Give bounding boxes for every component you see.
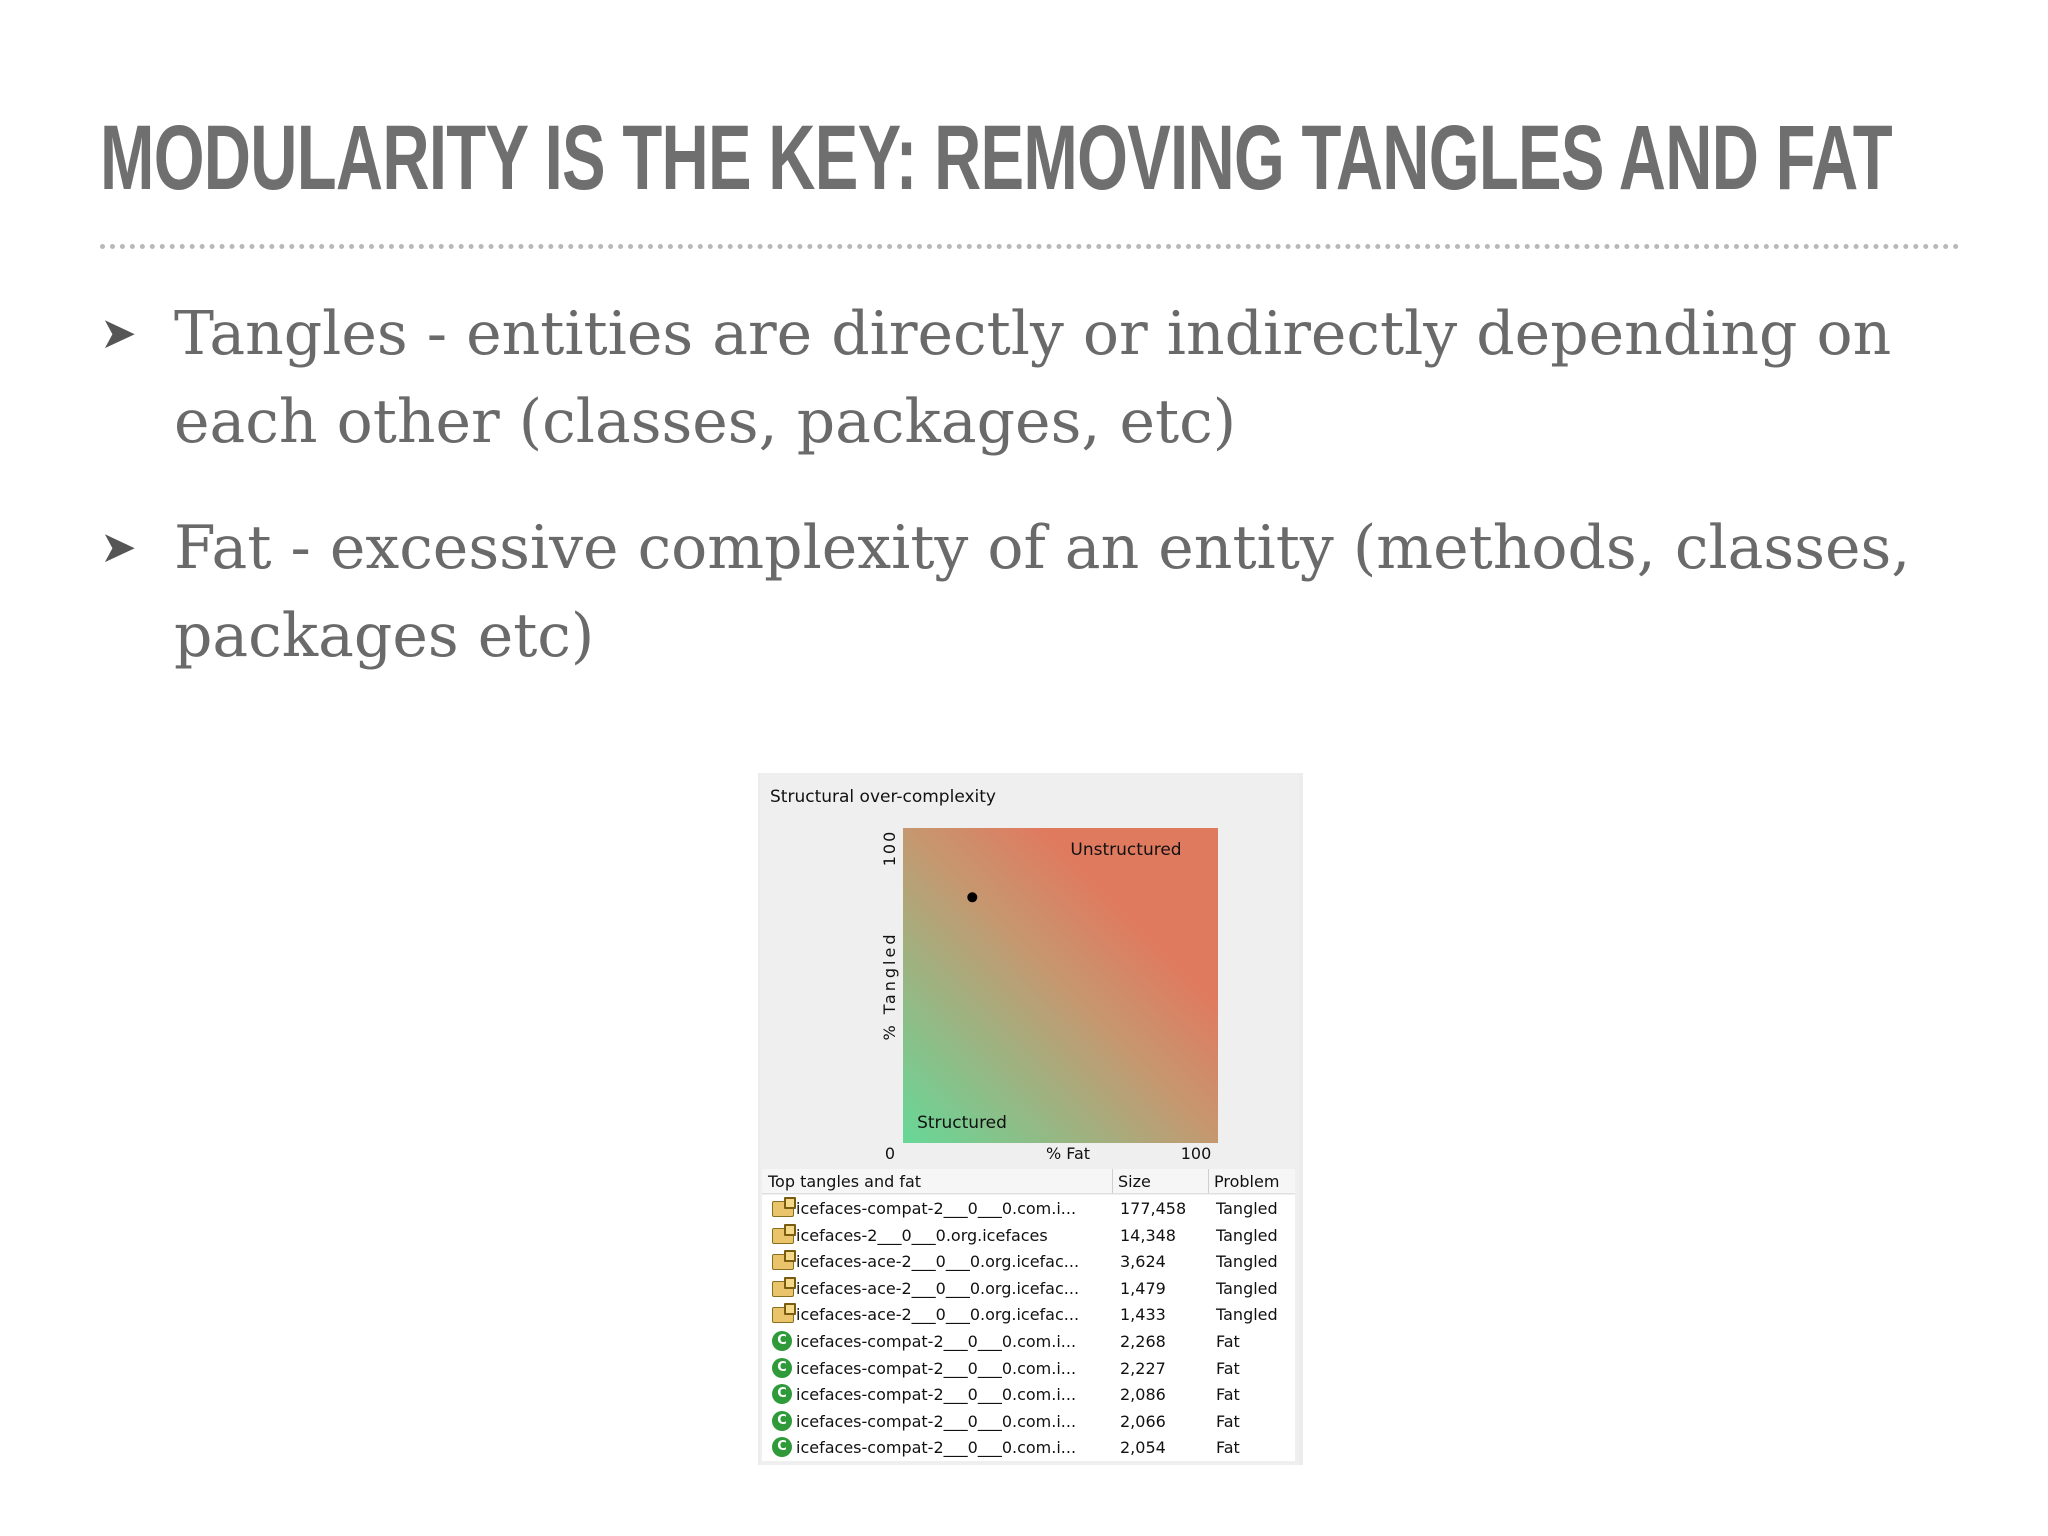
bullet-fat: ➤ Fat - excessive complexity of an entit… [100, 504, 1980, 680]
row-size: 2,268 [1120, 1331, 1166, 1351]
table-header: Top tangles and fat Size Problem [762, 1169, 1295, 1194]
class-icon: C [772, 1357, 794, 1378]
row-size: 14,348 [1120, 1225, 1176, 1245]
bullet-text: Tangles - entities are directly or indir… [174, 299, 1892, 457]
row-problem: Fat [1216, 1438, 1240, 1458]
row-size: 2,227 [1120, 1358, 1166, 1378]
bullet-arrow-icon: ➤ [100, 522, 137, 573]
row-name: icefaces-ace-2___0___0.org.icefac... [796, 1305, 1080, 1325]
class-icon-glyph: C [772, 1330, 792, 1351]
row-name: icefaces-2___0___0.org.icefaces [796, 1225, 1048, 1245]
row-size: 3,624 [1120, 1252, 1166, 1272]
row-name: icefaces-compat-2___0___0.com.i... [796, 1199, 1077, 1218]
header-name[interactable]: Top tangles and fat [768, 1172, 922, 1191]
row-problem: Fat [1216, 1358, 1240, 1378]
table-row[interactable]: icefaces-ace-2___0___0.org.icefac... 1,47… [762, 1275, 1295, 1302]
table-row[interactable]: icefaces-compat-2___0___0.com.i... 177,45… [762, 1195, 1295, 1222]
package-tangle-icon [772, 1250, 796, 1271]
row-problem: Fat [1216, 1331, 1240, 1351]
class-icon-glyph: C [772, 1437, 792, 1458]
bullet-tangles: ➤ Tangles - entities are directly or ind… [100, 290, 1980, 466]
row-problem: Tangled [1216, 1278, 1278, 1298]
row-name: icefaces-compat-2___0___0.com.i... [796, 1331, 1077, 1351]
structured-label: Structured [917, 1113, 1007, 1133]
row-size: 1,433 [1120, 1305, 1166, 1325]
header-size[interactable]: Size [1118, 1172, 1151, 1191]
y-max-tick: 100 [880, 830, 899, 867]
row-size: 2,066 [1120, 1411, 1166, 1431]
row-problem: Fat [1216, 1411, 1240, 1431]
x-min-tick: 0 [885, 1144, 895, 1163]
row-problem: Tangled [1216, 1305, 1278, 1325]
class-icon: C [772, 1384, 794, 1405]
table-row[interactable]: icefaces-2___0___0.org.icefaces 14,348 Tan… [762, 1222, 1295, 1249]
bullet-arrow-icon: ➤ [100, 308, 137, 359]
package-tangle-icon [772, 1276, 796, 1298]
chart-plot-area [903, 828, 1218, 1143]
row-size: 2,086 [1120, 1385, 1166, 1405]
unstructured-label: Unstructured [1070, 840, 1181, 860]
class-icon: C [772, 1330, 794, 1351]
x-axis-label: % Fat [1046, 1144, 1090, 1163]
class-icon: C [772, 1410, 794, 1431]
bullet-list: ➤ Tangles - entities are directly or ind… [100, 290, 1980, 718]
slide-title: MODULARITY IS THE KEY: REMOVING TANGLES … [100, 107, 1893, 209]
row-name: icefaces-compat-2___0___0.com.i... [796, 1438, 1077, 1458]
class-icon-glyph: C [772, 1410, 792, 1431]
row-size: 177,458 [1120, 1199, 1187, 1218]
bullet-text: Fat - excessive complexity of an entity … [174, 513, 1911, 671]
row-problem: Tangled [1216, 1199, 1278, 1218]
row-name: icefaces-compat-2___0___0.com.i... [796, 1358, 1077, 1378]
tangles-table: icefaces-compat-2___0___0.com.i... 177,45… [762, 1195, 1295, 1461]
row-name: icefaces-compat-2___0___0.com.i... [796, 1411, 1077, 1431]
panel-title: Structural over-complexity [770, 787, 996, 807]
package-tangle-icon-glyph [772, 1223, 796, 1244]
table-row[interactable]: icefaces-ace-2___0___0.org.icefac... 1,43… [762, 1301, 1295, 1328]
header-separator [1208, 1169, 1209, 1193]
row-size: 1,479 [1120, 1278, 1166, 1298]
row-name: icefaces-ace-2___0___0.org.icefac... [796, 1252, 1080, 1272]
row-name: icefaces-compat-2___0___0.com.i... [796, 1385, 1077, 1405]
package-tangle-icon-glyph [772, 1250, 796, 1271]
x-max-tick: 100 [1181, 1144, 1212, 1163]
class-icon-glyph: C [772, 1357, 792, 1378]
class-icon-glyph: C [772, 1384, 792, 1405]
row-problem: Tangled [1216, 1225, 1278, 1245]
package-tangle-icon [772, 1197, 796, 1218]
row-problem: Fat [1216, 1385, 1240, 1405]
header-problem[interactable]: Problem [1214, 1172, 1280, 1191]
package-tangle-icon-glyph [772, 1276, 796, 1297]
data-point [967, 892, 978, 903]
package-tangle-icon [772, 1303, 796, 1324]
table-row[interactable]: icefaces-ace-2___0___0.org.icefac... 3,62… [762, 1248, 1295, 1275]
header-separator [1112, 1169, 1113, 1193]
structure-panel: Structural over-complexity Unstructured … [758, 773, 1303, 1465]
row-name: icefaces-ace-2___0___0.org.icefac... [796, 1278, 1080, 1298]
package-tangle-icon-glyph [772, 1197, 796, 1217]
chart-points [967, 892, 978, 903]
row-size: 2,054 [1120, 1438, 1166, 1458]
title-divider [100, 244, 1960, 249]
package-tangle-icon [772, 1223, 796, 1245]
package-tangle-icon-glyph [772, 1303, 796, 1324]
y-axis-label: % Tangled [880, 932, 899, 1041]
row-problem: Tangled [1216, 1252, 1278, 1272]
class-icon: C [772, 1437, 794, 1458]
complexity-chart: Unstructured Structured 0 % Fat 100 % Ta… [880, 828, 1218, 1163]
